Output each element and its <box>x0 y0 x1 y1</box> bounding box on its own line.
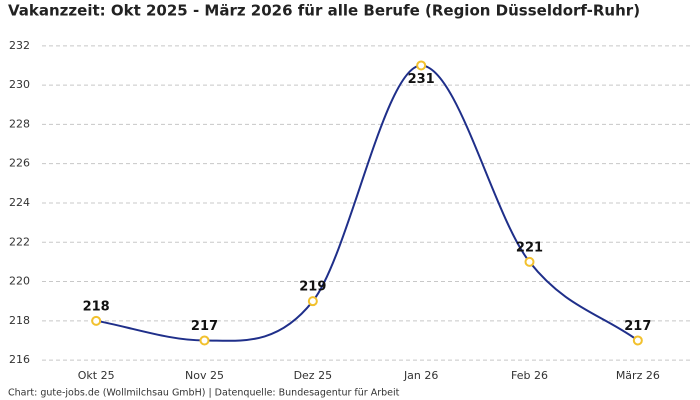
y-tick-label: 218 <box>9 314 30 327</box>
marker <box>307 296 318 307</box>
chart-title: Vakanzzeit: Okt 2025 - März 2026 für all… <box>8 2 640 20</box>
marker <box>524 256 535 267</box>
value-label: 219 <box>299 280 326 295</box>
x-tick-label: Jan 26 <box>403 369 438 382</box>
marker <box>199 335 210 346</box>
value-label: 217 <box>624 319 651 334</box>
y-tick-label: 224 <box>9 196 30 209</box>
value-label: 218 <box>83 299 110 314</box>
x-tick-label: Nov 25 <box>185 369 224 382</box>
x-tick-label: Okt 25 <box>78 369 115 382</box>
x-tick-label: Dez 25 <box>294 369 333 382</box>
marker <box>91 315 102 326</box>
y-tick-label: 232 <box>9 39 30 52</box>
marker <box>416 60 427 71</box>
y-tick-label: 220 <box>9 275 30 288</box>
y-tick-label: 230 <box>9 78 30 91</box>
value-label: 221 <box>516 240 543 255</box>
value-label: 217 <box>191 319 218 334</box>
marker <box>632 335 643 346</box>
x-tick-label: März 26 <box>616 369 660 382</box>
y-tick-label: 216 <box>9 353 30 366</box>
value-label: 231 <box>408 72 435 87</box>
x-tick-label: Feb 26 <box>511 369 548 382</box>
y-tick-label: 228 <box>9 117 30 130</box>
footnote: Chart: gute-jobs.de (Wollmilchsau GmbH) … <box>8 388 400 399</box>
y-tick-label: 222 <box>9 235 30 248</box>
y-tick-label: 226 <box>9 157 30 170</box>
